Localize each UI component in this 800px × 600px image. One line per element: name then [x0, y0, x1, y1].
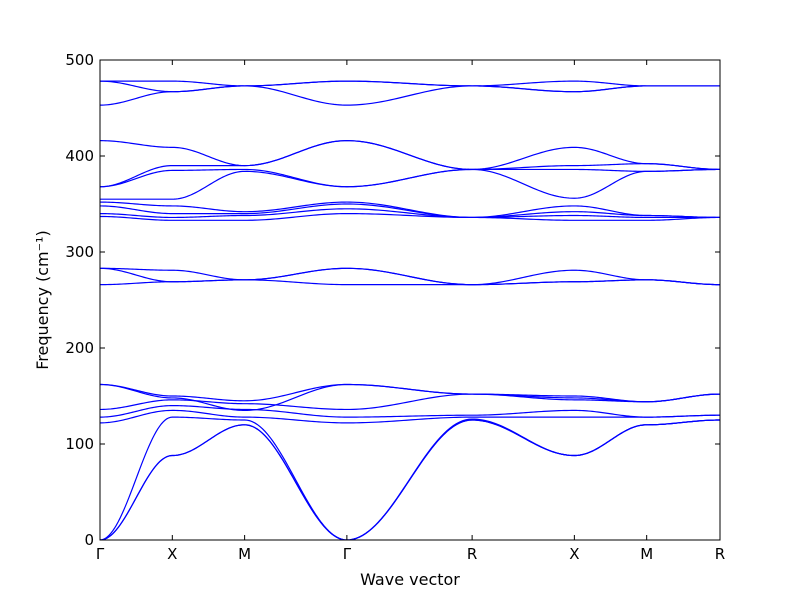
- band-line-5: [100, 404, 720, 418]
- band-line-15: [100, 201, 720, 219]
- band-line-8: [100, 383, 720, 403]
- x-tick-label-3: Γ: [343, 545, 352, 563]
- series-lines: [100, 80, 720, 540]
- band-line-12: [100, 212, 720, 221]
- band-line-13: [100, 208, 720, 219]
- y-tick-label-500: 500: [65, 51, 94, 69]
- band-line-22: [100, 80, 720, 87]
- x-tick-label-5: X: [569, 545, 579, 563]
- y-tick-label-0: 0: [84, 531, 94, 549]
- x-tick-label-4: R: [467, 545, 477, 563]
- band-line-2: [100, 419, 720, 540]
- band-line-21: [100, 80, 720, 93]
- band-line-3: [100, 416, 720, 540]
- x-tick-label-2: M: [238, 545, 251, 563]
- x-tick-label-1: X: [167, 545, 177, 563]
- y-axis-label: Frequency (cm⁻¹): [33, 230, 52, 369]
- axis-ticks: 0 100 200 300 400 500 Γ X M Γ R X M R: [65, 51, 725, 563]
- y-tick-label-100: 100: [65, 435, 94, 453]
- band-line-18: [100, 140, 720, 188]
- plot-frame: [99, 59, 721, 541]
- x-axis-label: Wave vector: [360, 570, 460, 589]
- band-line-11: [100, 267, 720, 286]
- x-tick-label-7: R: [715, 545, 725, 563]
- y-tick-label-300: 300: [65, 243, 94, 261]
- band-line-19: [100, 140, 720, 171]
- y-tick-label-200: 200: [65, 339, 94, 357]
- band-line-20: [100, 85, 720, 106]
- x-tick-label-6: M: [640, 545, 653, 563]
- band-line-16: [100, 168, 720, 200]
- y-tick-label-400: 400: [65, 147, 94, 165]
- band-line-17: [100, 168, 720, 188]
- x-tick-label-0: Γ: [96, 545, 105, 563]
